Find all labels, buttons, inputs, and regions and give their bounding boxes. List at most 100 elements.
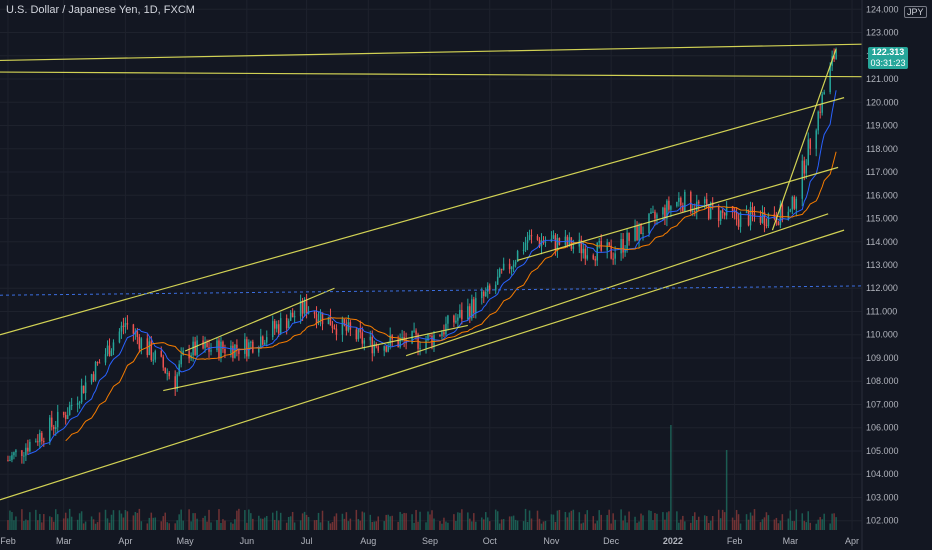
candle-body xyxy=(678,197,680,202)
volume-bar xyxy=(194,513,196,530)
volume-bar xyxy=(809,522,811,530)
volume-bar xyxy=(319,522,322,530)
candle-body xyxy=(484,291,487,297)
volume-bar xyxy=(417,521,419,530)
candle-body xyxy=(598,241,600,243)
candle-body xyxy=(70,405,73,407)
candle-body xyxy=(122,325,125,327)
candle-body xyxy=(154,351,157,360)
volume-bar xyxy=(471,521,473,530)
candle-body xyxy=(321,312,324,325)
candle-body xyxy=(735,212,738,220)
candle-body xyxy=(467,306,469,320)
volume-bar xyxy=(552,514,555,530)
candle-body xyxy=(512,264,515,267)
candle-body xyxy=(403,337,405,340)
candle-body xyxy=(670,206,672,210)
candle-body xyxy=(801,160,804,199)
volume-bar xyxy=(703,515,706,530)
volume-bar xyxy=(494,509,497,530)
candle-body xyxy=(35,441,37,443)
candle-body xyxy=(594,258,596,261)
candle-body xyxy=(82,385,85,394)
volume-bar xyxy=(238,508,240,530)
candle-body xyxy=(620,239,622,254)
volume-bar xyxy=(196,518,198,530)
candle-body xyxy=(441,332,443,336)
y-tick-label: 106.000 xyxy=(866,423,899,433)
x-tick-label: May xyxy=(177,536,195,546)
volume-bar xyxy=(819,517,821,530)
candle-body xyxy=(498,268,501,277)
volume-bar xyxy=(162,516,164,530)
volume-bar xyxy=(516,520,519,530)
candle-body xyxy=(626,232,628,250)
volume-bar xyxy=(684,521,686,530)
candle-body xyxy=(777,222,780,226)
volume-bar xyxy=(317,512,320,530)
volume-bar xyxy=(614,519,616,530)
volume-bar xyxy=(580,523,583,530)
candle-body xyxy=(805,165,808,174)
candle-body xyxy=(536,236,539,240)
candle-body xyxy=(194,341,196,355)
volume-bar xyxy=(9,510,11,530)
candle-body xyxy=(781,204,784,220)
candle-body xyxy=(696,201,698,212)
candle-body xyxy=(642,232,644,235)
candle-body xyxy=(341,319,344,335)
candle-body xyxy=(719,210,722,221)
volume-bar xyxy=(536,510,539,530)
candle-body xyxy=(25,447,27,456)
volume-bar xyxy=(329,523,332,530)
volume-bar xyxy=(349,518,352,530)
candle-body xyxy=(817,111,819,131)
candle-body xyxy=(413,330,415,332)
candle-body xyxy=(208,347,210,352)
volume-bar xyxy=(299,520,302,530)
x-tick-label: Apr xyxy=(118,536,132,546)
candle-body xyxy=(108,345,111,356)
volume-bar xyxy=(82,523,85,530)
x-tick-label: Jul xyxy=(301,536,313,546)
volume-bar xyxy=(321,510,324,530)
volume-bar xyxy=(41,522,43,530)
volume-bar xyxy=(106,518,109,530)
volume-bar xyxy=(347,521,350,530)
volume-bar xyxy=(467,512,469,530)
volume-bar xyxy=(821,519,823,530)
candle-body xyxy=(271,321,274,338)
candle-body xyxy=(140,338,143,349)
candle-body xyxy=(104,354,107,363)
volume-bar xyxy=(626,522,628,530)
candle-body xyxy=(447,315,449,324)
candle-body xyxy=(236,344,238,349)
candle-body xyxy=(433,335,435,346)
candle-body xyxy=(293,316,296,318)
volume-bar xyxy=(592,516,594,530)
volume-bar xyxy=(612,513,614,530)
x-tick-label: Feb xyxy=(727,536,743,546)
candle-body xyxy=(425,340,427,349)
volume-bar xyxy=(596,520,598,530)
candle-body xyxy=(68,405,71,415)
volume-bar xyxy=(150,512,153,530)
candle-body xyxy=(315,314,318,324)
candle-body xyxy=(682,205,684,212)
x-tick-label: Oct xyxy=(483,536,498,546)
candle-body xyxy=(654,211,656,219)
candle-body xyxy=(218,340,220,358)
y-tick-label: 113.000 xyxy=(866,260,898,270)
candle-body xyxy=(387,346,389,352)
volume-bar xyxy=(96,522,99,530)
candle-body xyxy=(164,367,166,374)
volume-bar xyxy=(375,521,378,530)
candle-body xyxy=(580,239,583,254)
candle-body xyxy=(694,211,696,213)
volume-bar xyxy=(717,509,720,530)
candle-body xyxy=(275,324,278,329)
candle-body xyxy=(98,362,101,364)
volume-bar xyxy=(427,511,429,530)
volume-bar xyxy=(554,522,557,530)
